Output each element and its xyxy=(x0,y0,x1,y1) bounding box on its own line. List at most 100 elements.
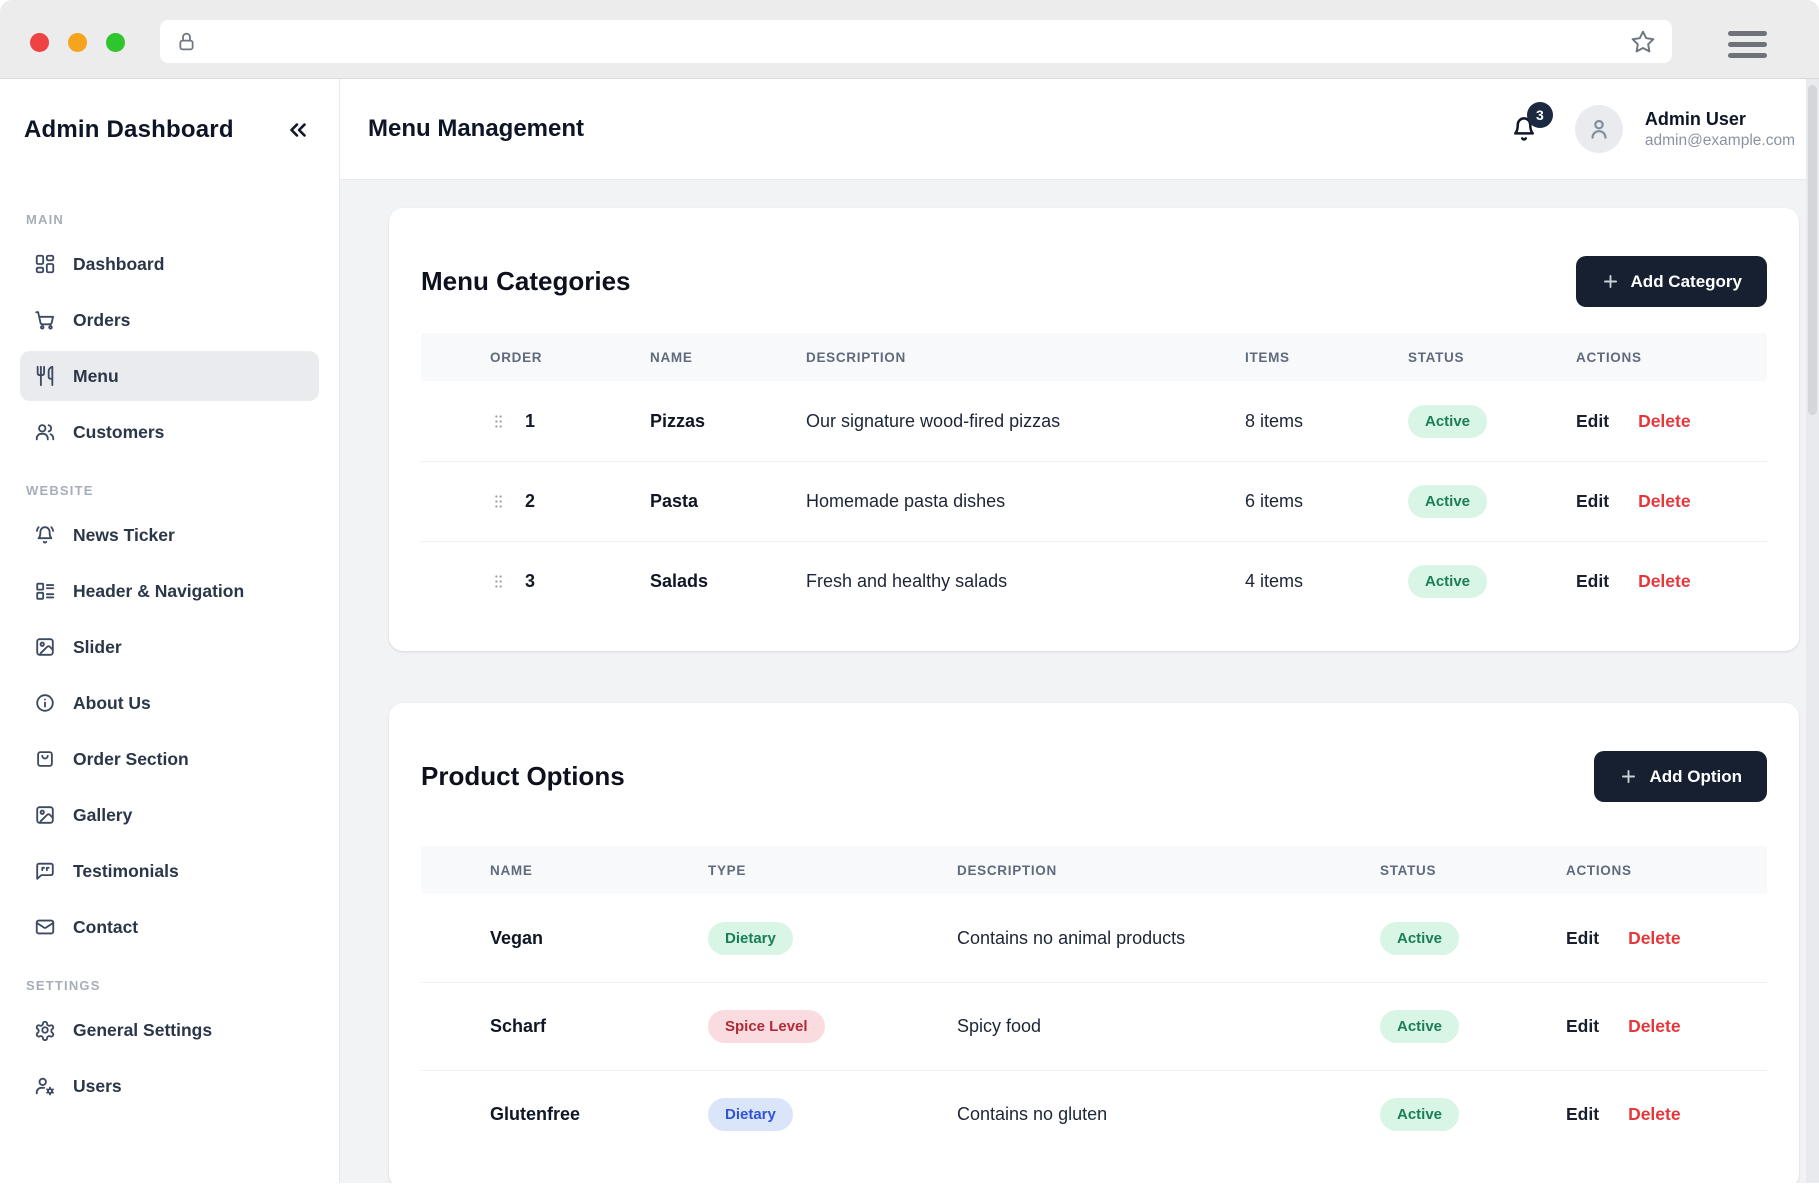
edit-link[interactable]: Edit xyxy=(1576,571,1610,591)
edit-link[interactable]: Edit xyxy=(1576,491,1610,511)
sidebar-item-label: Dashboard xyxy=(73,253,165,274)
notifications-button[interactable]: 3 xyxy=(1509,102,1553,144)
add-category-button[interactable]: Add Category xyxy=(1575,256,1767,307)
drag-handle-icon[interactable] xyxy=(490,573,507,590)
sidebar-item-contact[interactable]: Contact xyxy=(20,902,319,952)
option-name: Vegan xyxy=(490,927,544,948)
section-label-website: WEBSITE xyxy=(26,483,94,498)
column-header: ACTIONS xyxy=(1576,349,1642,365)
sidebar-item-testimonials[interactable]: Testimonials xyxy=(20,846,319,896)
status-badge: Active xyxy=(1380,921,1460,955)
order-number: 2 xyxy=(525,491,536,511)
delete-link[interactable]: Delete xyxy=(1638,571,1691,591)
edit-link[interactable]: Edit xyxy=(1576,410,1610,431)
column-header: ITEMS xyxy=(1245,349,1290,365)
plus-icon xyxy=(1622,770,1636,783)
delete-link[interactable]: Delete xyxy=(1628,1016,1681,1036)
sidebar-collapse-button[interactable] xyxy=(285,117,311,143)
drag-handle-icon[interactable] xyxy=(490,493,507,510)
edit-link[interactable]: Edit xyxy=(1566,927,1600,948)
delete-link[interactable]: Delete xyxy=(1638,410,1691,431)
window-zoom-button[interactable] xyxy=(106,33,125,52)
type-badge: Dietary xyxy=(708,1098,793,1131)
menu-categories-table-header: ORDER NAME DESCRIPTION ITEMS STATUS ACTI… xyxy=(421,333,1767,381)
window-minimize-button[interactable] xyxy=(68,33,87,52)
address-bar[interactable] xyxy=(160,20,1672,63)
dashboard-icon xyxy=(35,254,55,274)
avatar[interactable] xyxy=(1574,105,1623,153)
sidebar-item-label: Users xyxy=(73,1075,122,1096)
column-header: ORDER xyxy=(490,349,543,365)
type-badge: Dietary xyxy=(708,921,793,955)
sidebar-item-menu[interactable]: Menu xyxy=(20,351,319,401)
category-name: Pizzas xyxy=(650,410,706,431)
edit-link[interactable]: Edit xyxy=(1566,1104,1600,1124)
column-header: ACTIONS xyxy=(1566,862,1632,878)
url-input[interactable] xyxy=(209,32,1630,51)
delete-link[interactable]: Delete xyxy=(1638,491,1691,511)
option-description: Spicy food xyxy=(957,1016,1042,1036)
sidebar-item-label: General Settings xyxy=(73,1019,213,1040)
scrollbar-thumb[interactable] xyxy=(1808,85,1817,415)
plus-icon xyxy=(1603,275,1617,288)
sidebar-item-label: Order Section xyxy=(73,748,189,769)
sidebar-item-general-settings[interactable]: General Settings xyxy=(20,1005,319,1055)
status-badge: Active xyxy=(1408,485,1488,518)
browser-chrome xyxy=(0,0,1819,79)
category-items-count: 6 items xyxy=(1245,491,1304,511)
product-options-title: Product Options xyxy=(421,761,625,791)
user-menu[interactable]: Admin User admin@example.com xyxy=(1645,108,1795,150)
notification-count-badge: 3 xyxy=(1526,102,1553,128)
browser-menu-icon[interactable] xyxy=(1728,31,1767,58)
sidebar-item-news-ticker[interactable]: News Ticker xyxy=(20,510,319,560)
sidebar-item-dashboard[interactable]: Dashboard xyxy=(20,239,319,289)
page-title: Menu Management xyxy=(368,115,585,142)
sidebar-item-order-section[interactable]: Order Section xyxy=(20,734,319,784)
sidebar: Admin Dashboard MAIN Dashboard Orders Me… xyxy=(0,79,340,1183)
sidebar-item-label: Orders xyxy=(73,309,131,330)
option-description: Contains no animal products xyxy=(957,927,1186,948)
star-icon[interactable] xyxy=(1630,29,1656,55)
user-name: Admin User xyxy=(1644,109,1746,130)
users-icon xyxy=(35,424,55,441)
section-label-settings: SETTINGS xyxy=(26,978,101,993)
add-option-button[interactable]: Add Option xyxy=(1594,751,1767,802)
column-header: TYPE xyxy=(708,862,747,878)
status-badge: Active xyxy=(1408,565,1488,598)
sidebar-item-slider[interactable]: Slider xyxy=(20,622,319,672)
grip-icon xyxy=(495,414,502,428)
column-header: NAME xyxy=(650,349,693,365)
user-email: admin@example.com xyxy=(1644,131,1795,149)
sidebar-item-label: Testimonials xyxy=(73,860,179,881)
table-row: Glutenfree Dietary Contains no gluten Ac… xyxy=(421,1070,1767,1158)
category-description: Fresh and healthy salads xyxy=(806,571,1008,591)
delete-link[interactable]: Delete xyxy=(1628,1104,1681,1124)
main-header: Menu Management 3 Admin User admin@examp… xyxy=(340,79,1819,180)
sidebar-item-orders[interactable]: Orders xyxy=(20,295,319,345)
column-header: STATUS xyxy=(1408,349,1465,365)
sidebar-item-header-navigation[interactable]: Header & Navigation xyxy=(20,566,319,616)
table-row: Scharf Spice Level Spicy food Active Edi… xyxy=(421,982,1767,1070)
sidebar-item-label: Menu xyxy=(73,365,119,386)
window-close-button[interactable] xyxy=(30,33,49,52)
drag-handle-icon[interactable] xyxy=(490,413,507,430)
sidebar-item-gallery[interactable]: Gallery xyxy=(20,790,319,840)
bell-ring-icon xyxy=(36,526,54,544)
delete-link[interactable]: Delete xyxy=(1628,927,1681,948)
column-header: DESCRIPTION xyxy=(806,349,906,365)
category-description: Our signature wood-fired pizzas xyxy=(806,410,1061,431)
sidebar-item-customers[interactable]: Customers xyxy=(20,407,319,457)
sidebar-item-users[interactable]: Users xyxy=(20,1061,319,1111)
table-row: 2 Pasta Homemade pasta dishes 6 items Ac… xyxy=(421,461,1767,541)
sidebar-item-about-us[interactable]: About Us xyxy=(20,678,319,728)
category-description: Homemade pasta dishes xyxy=(806,491,1006,511)
grip-icon xyxy=(495,575,502,588)
scrollbar[interactable] xyxy=(1806,79,1819,1183)
type-badge: Spice Level xyxy=(708,1010,825,1043)
sidebar-item-label: News Ticker xyxy=(73,524,175,545)
cart-icon xyxy=(35,311,54,330)
edit-link[interactable]: Edit xyxy=(1566,1016,1600,1036)
mail-icon xyxy=(35,919,55,935)
user-icon xyxy=(1591,119,1607,139)
category-name: Salads xyxy=(650,571,709,591)
